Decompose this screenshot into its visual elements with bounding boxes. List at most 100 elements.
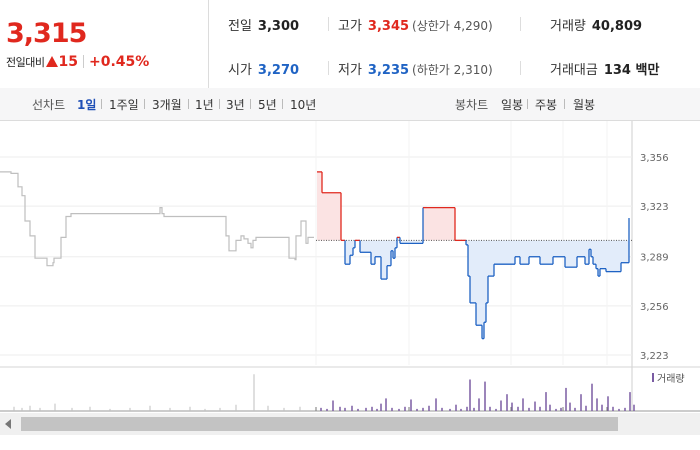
previous-day-line xyxy=(0,171,314,267)
period-5years[interactable]: 5년 xyxy=(258,98,277,112)
down-area xyxy=(350,240,353,256)
quote-header: 3,315 전일대비 15 +0.45% 전일 3,300 고가 3,345 (상한가 4… xyxy=(0,0,700,89)
down-area xyxy=(400,240,423,244)
scroll-left-icon[interactable] xyxy=(5,419,11,429)
lower-limit: (하한가 2,310) xyxy=(412,63,493,77)
candle-monthly[interactable]: 월봉 xyxy=(573,98,596,112)
chart-background xyxy=(0,121,700,413)
divider xyxy=(520,61,521,75)
day-high: 고가 3,345 (상한가 4,290) xyxy=(338,15,493,34)
up-triangle-icon xyxy=(46,56,59,67)
period-10years[interactable]: 10년 xyxy=(290,98,317,112)
y-tick-label: 3,323 xyxy=(640,202,669,213)
divider xyxy=(144,99,145,109)
change-percent: +0.45% xyxy=(88,54,150,70)
down-area xyxy=(589,240,591,250)
upper-limit: (상한가 4,290) xyxy=(412,19,493,33)
down-area xyxy=(470,240,476,303)
trade-amount: 거래대금 134 백만 xyxy=(550,59,659,78)
down-area xyxy=(520,240,529,265)
down-area xyxy=(476,240,482,326)
period-1week[interactable]: 1주일 xyxy=(109,98,139,112)
down-area xyxy=(577,240,585,257)
volume: 거래량 40,809 xyxy=(550,15,642,34)
y-tick-label: 3,289 xyxy=(640,253,669,264)
period-1year[interactable]: 1년 xyxy=(195,98,214,112)
divider xyxy=(219,99,220,109)
price-box: 3,315 전일대비 15 +0.45% xyxy=(0,0,209,88)
down-area xyxy=(621,240,629,263)
down-area xyxy=(598,240,600,277)
up-area xyxy=(397,237,400,241)
down-area xyxy=(488,240,494,277)
amount-label: 거래대금 xyxy=(550,63,598,78)
down-area xyxy=(482,240,484,339)
down-area xyxy=(593,240,596,265)
candle-weekly[interactable]: 주봉 xyxy=(535,98,558,112)
chart-grid xyxy=(0,121,700,413)
low-label: 저가 xyxy=(338,63,362,78)
y-tick-label: 3,356 xyxy=(640,153,669,164)
down-area xyxy=(606,240,621,272)
period-1day[interactable]: 1일 xyxy=(77,98,97,112)
volume-legend-swatch xyxy=(652,373,654,382)
open-value: 3,270 xyxy=(257,63,300,78)
down-area xyxy=(345,240,350,265)
up-area xyxy=(427,207,455,241)
volume-label: 거래량 xyxy=(550,19,586,34)
down-area xyxy=(565,240,577,268)
divider xyxy=(564,99,565,109)
up-area xyxy=(317,171,322,241)
volume-panel: 거래량 xyxy=(0,366,700,412)
divider xyxy=(328,61,329,75)
down-area xyxy=(391,240,393,251)
volume-legend-label: 거래량 xyxy=(657,373,685,385)
down-area xyxy=(553,240,559,257)
chart-scrollbar[interactable] xyxy=(0,413,700,435)
down-area xyxy=(353,240,355,248)
down-area xyxy=(381,240,387,280)
current-price: 3,315 xyxy=(6,18,87,49)
down-area xyxy=(591,240,593,257)
chart-fills xyxy=(316,171,632,339)
period-3years[interactable]: 3년 xyxy=(226,98,245,112)
prev-close-label: 전일 xyxy=(228,19,252,34)
divider xyxy=(82,55,84,68)
day-low: 저가 3,235 (하한가 2,310) xyxy=(338,59,493,78)
open-label: 시가 xyxy=(228,63,252,78)
down-area xyxy=(371,240,375,265)
down-area xyxy=(395,240,397,248)
high-label: 고가 xyxy=(338,19,362,34)
amount-value: 134 백만 xyxy=(603,63,660,78)
change-label: 전일대비 xyxy=(6,56,45,69)
divider xyxy=(520,17,521,31)
down-area xyxy=(387,240,391,266)
open-price: 시가 3,270 xyxy=(228,59,299,78)
y-tick-label: 3,256 xyxy=(640,302,669,313)
down-area xyxy=(375,240,381,257)
change-value: 15 xyxy=(58,54,78,70)
period-bar: 선차트 1일 1주일 3개월 1년 3년 5년 10년 봉차트 일봉 주봉 월봉 xyxy=(0,88,700,121)
down-area xyxy=(486,240,488,303)
period-3months[interactable]: 3개월 xyxy=(152,98,182,112)
prev-close: 전일 3,300 xyxy=(228,15,299,34)
divider xyxy=(250,99,251,109)
scroll-thumb[interactable] xyxy=(21,417,618,431)
down-area xyxy=(559,240,565,257)
down-area xyxy=(600,240,606,269)
divider xyxy=(527,99,528,109)
up-area xyxy=(322,192,341,241)
y-tick-label: 3,223 xyxy=(640,351,669,362)
volume-value: 40,809 xyxy=(591,19,643,34)
change-row: 전일대비 15 +0.45% xyxy=(6,54,149,70)
down-area xyxy=(540,240,553,265)
divider xyxy=(101,99,102,109)
down-area xyxy=(596,240,598,269)
divider xyxy=(188,99,189,109)
down-area xyxy=(535,240,540,257)
candle-chart-title: 봉차트 xyxy=(455,98,489,112)
down-area xyxy=(360,240,371,253)
candle-daily[interactable]: 일봉 xyxy=(501,98,524,112)
low-value: 3,235 xyxy=(367,63,410,78)
down-area xyxy=(529,240,535,257)
